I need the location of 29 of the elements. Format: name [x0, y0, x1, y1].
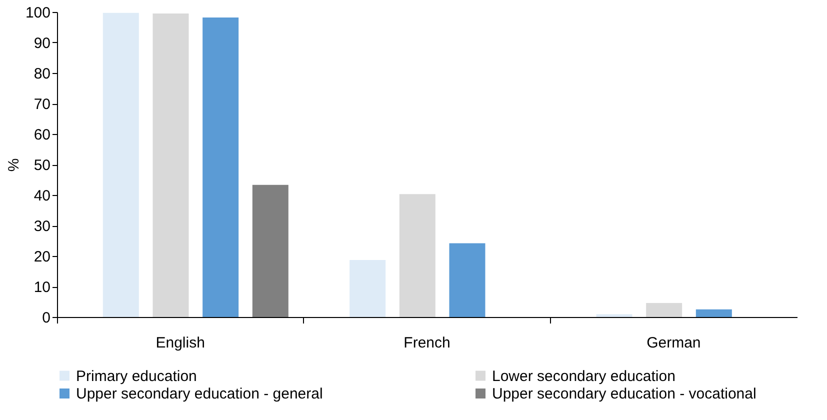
legend-label: Upper secondary education - general [76, 386, 323, 402]
legend-label: Upper secondary education - vocational [492, 386, 756, 402]
bar [152, 14, 189, 317]
y-tick-label: 40 [34, 188, 50, 204]
bar [399, 194, 436, 317]
y-tick-label: 70 [34, 96, 50, 113]
x-tick-label: French [404, 334, 450, 352]
y-tick-label: 60 [34, 126, 50, 144]
bar [202, 17, 239, 317]
x-tick-label: German [646, 334, 701, 352]
y-tick-label: 100 [25, 4, 50, 22]
y-axis-title: % [5, 158, 22, 172]
y-tick-label: 50 [34, 157, 50, 174]
bar [449, 243, 486, 317]
bar [596, 314, 632, 317]
y-tick-label: 0 [42, 310, 50, 326]
y-tick-label: 10 [34, 279, 50, 296]
legend-label: Lower secondary education [492, 368, 676, 385]
bar [102, 12, 139, 317]
bar [350, 260, 386, 317]
bar [646, 302, 682, 317]
y-tick-label: 30 [34, 218, 50, 235]
bar [252, 184, 288, 317]
y-tick-label: 80 [34, 66, 50, 82]
y-tick-label: 90 [34, 35, 50, 52]
legend-label: Primary education [76, 368, 197, 385]
bar [696, 309, 732, 317]
y-tick-label: 20 [34, 248, 50, 266]
x-tick-label: English [156, 334, 205, 352]
